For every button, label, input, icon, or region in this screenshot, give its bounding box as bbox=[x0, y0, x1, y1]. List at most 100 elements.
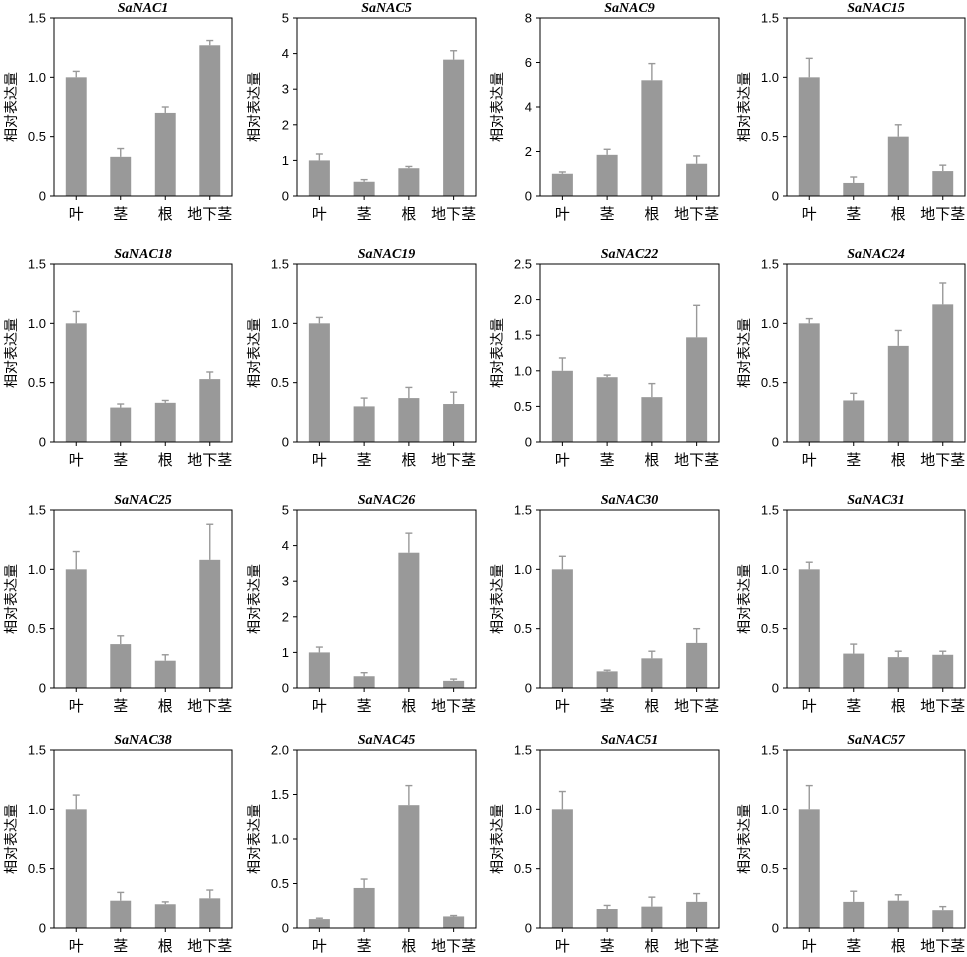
chart-12-ylabel: 相对表达量 bbox=[737, 564, 753, 634]
chart-12-bar-2 bbox=[843, 653, 865, 688]
chart-12-ytick-label-3: 1.0 bbox=[761, 562, 779, 577]
chart-2-ytick-label-5: 4 bbox=[282, 46, 289, 61]
chart-10: 叶 茎 根地下茎 0 1 2 3 4 5 SaNAC26 相对表达量 bbox=[247, 493, 477, 715]
chart-10-ytick-label-4: 3 bbox=[282, 574, 289, 589]
chart-7-xtick-label-1: 叶 bbox=[555, 451, 570, 469]
chart-4-xtick-label-4: 地下茎 bbox=[920, 205, 965, 223]
chart-13: 叶 茎 根地下茎 0 0.5 1.0 1.5 SaNAC38 相对表达量 bbox=[4, 733, 233, 955]
chart-1-bar-1 bbox=[65, 77, 87, 196]
chart-8-xtick-label-2: 茎 bbox=[846, 451, 861, 469]
chart-8-bar-2 bbox=[843, 400, 865, 442]
chart-2-title: SaNAC5 bbox=[361, 1, 412, 16]
chart-1-xtick-label-1: 叶 bbox=[69, 205, 84, 223]
chart-14-bar-1 bbox=[308, 919, 330, 928]
chart-2-bar-3 bbox=[398, 168, 420, 196]
chart-3-bar-1 bbox=[551, 173, 573, 196]
chart-10-ytick-label-6: 5 bbox=[282, 503, 289, 518]
chart-6: 叶 茎 根地下茎 0 0.5 1.0 1.5 SaNAC19 相对表达量 bbox=[247, 247, 477, 469]
chart-4-title: SaNAC15 bbox=[847, 1, 905, 16]
chart-3-xtick-label-4: 地下茎 bbox=[674, 205, 719, 223]
chart-2-bar-1 bbox=[308, 160, 330, 196]
chart-11-xtick-label-4: 地下茎 bbox=[674, 697, 719, 715]
chart-9-bar-2 bbox=[110, 644, 132, 688]
chart-10-xtick-label-1: 叶 bbox=[312, 697, 327, 715]
chart-7-ytick-label-4: 1.5 bbox=[514, 328, 532, 343]
chart-14-xtick-label-3: 根 bbox=[401, 937, 416, 955]
chart-10-frame bbox=[296, 509, 477, 689]
chart-7-ytick-label-3: 1.0 bbox=[514, 363, 532, 378]
chart-6-ytick-label-2: 0.5 bbox=[271, 375, 289, 390]
chart-12-ytick-label-1: 0 bbox=[772, 681, 779, 696]
chart-1-bar-3 bbox=[154, 112, 176, 196]
chart-15-bar-4 bbox=[686, 901, 708, 928]
chart-3-ytick-label-2: 2 bbox=[525, 144, 532, 159]
chart-13-bar-2 bbox=[110, 900, 132, 928]
chart-9-xtick-label-4: 地下茎 bbox=[187, 697, 232, 715]
chart-16-ytick-label-1: 0 bbox=[772, 921, 779, 936]
chart-7-ytick-label-5: 2.0 bbox=[514, 292, 532, 307]
chart-5-xtick-label-4: 地下茎 bbox=[187, 451, 232, 469]
chart-14-ylabel: 相对表达量 bbox=[247, 804, 263, 874]
chart-13-xtick-label-3: 根 bbox=[158, 937, 173, 955]
chart-4-ytick-label-3: 1.0 bbox=[761, 70, 779, 85]
chart-14-ytick-label-1: 0 bbox=[282, 921, 289, 936]
chart-16-bar-3 bbox=[887, 900, 909, 928]
chart-15-xtick-label-2: 茎 bbox=[600, 937, 615, 955]
chart-8-ytick-label-4: 1.5 bbox=[761, 257, 779, 272]
chart-13-ytick-label-4: 1.5 bbox=[28, 743, 46, 758]
chart-4: 叶 茎 根地下茎 0 0.5 1.0 1.5 SaNAC15 相对表达量 bbox=[737, 1, 966, 223]
chart-14-xtick-label-2: 茎 bbox=[357, 937, 372, 955]
chart-7-xtick-label-2: 茎 bbox=[600, 451, 615, 469]
chart-5-ytick-label-1: 0 bbox=[39, 435, 46, 450]
chart-9-bar-1 bbox=[65, 569, 87, 688]
chart-2-xtick-label-2: 茎 bbox=[357, 205, 372, 223]
chart-8-bar-1 bbox=[798, 323, 820, 442]
chart-16-xtick-label-3: 根 bbox=[891, 937, 906, 955]
chart-6-xtick-label-2: 茎 bbox=[357, 451, 372, 469]
chart-5-ytick-label-4: 1.5 bbox=[28, 257, 46, 272]
chart-11: 叶 茎 根地下茎 0 0.5 1.0 1.5 SaNAC30 相对表达量 bbox=[490, 493, 720, 715]
chart-14-bar-4 bbox=[443, 916, 465, 928]
chart-15-ytick-label-4: 1.5 bbox=[514, 743, 532, 758]
chart-2-bar-4 bbox=[443, 59, 465, 196]
chart-8-ytick-label-3: 1.0 bbox=[761, 316, 779, 331]
chart-2-ytick-label-4: 3 bbox=[282, 82, 289, 97]
chart-4-xtick-label-3: 根 bbox=[891, 205, 906, 223]
chart-5-xtick-label-3: 根 bbox=[158, 451, 173, 469]
chart-14-ytick-label-3: 1.0 bbox=[271, 832, 289, 847]
chart-12-ytick-label-4: 1.5 bbox=[761, 503, 779, 518]
chart-8-ylabel: 相对表达量 bbox=[737, 318, 753, 388]
chart-3-ytick-label-1: 0 bbox=[525, 189, 532, 204]
chart-2-ytick-label-3: 2 bbox=[282, 117, 289, 132]
chart-16-ytick-label-3: 1.0 bbox=[761, 802, 779, 817]
chart-4-xtick-label-1: 叶 bbox=[802, 205, 817, 223]
chart-8-title: SaNAC24 bbox=[847, 247, 905, 262]
chart-14-xtick-label-1: 叶 bbox=[312, 937, 327, 955]
chart-11-frame bbox=[539, 509, 720, 689]
chart-4-ytick-label-4: 1.5 bbox=[761, 11, 779, 26]
chart-5-bar-3 bbox=[154, 402, 176, 442]
chart-6-ytick-label-4: 1.5 bbox=[271, 257, 289, 272]
chart-1-xtick-label-4: 地下茎 bbox=[187, 205, 232, 223]
chart-6-ytick-label-1: 0 bbox=[282, 435, 289, 450]
chart-9-bar-3 bbox=[154, 660, 176, 688]
chart-11-bar-4 bbox=[686, 642, 708, 688]
chart-6-xtick-label-3: 根 bbox=[401, 451, 416, 469]
chart-2-ytick-label-6: 5 bbox=[282, 11, 289, 26]
chart-1-xtick-label-2: 茎 bbox=[113, 205, 128, 223]
chart-1-bar-2 bbox=[110, 156, 132, 196]
chart-12-bar-4 bbox=[932, 654, 954, 688]
chart-7-ytick-label-6: 2.5 bbox=[514, 257, 532, 272]
chart-4-ytick-label-2: 0.5 bbox=[761, 129, 779, 144]
chart-16-title: SaNAC57 bbox=[847, 733, 906, 748]
chart-3-ylabel: 相对表达量 bbox=[490, 72, 506, 142]
chart-16-bar-2 bbox=[843, 901, 865, 928]
chart-2-xtick-label-1: 叶 bbox=[312, 205, 327, 223]
chart-3-xtick-label-3: 根 bbox=[644, 205, 659, 223]
chart-16-xtick-label-2: 茎 bbox=[846, 937, 861, 955]
chart-13-ytick-label-2: 0.5 bbox=[28, 861, 46, 876]
chart-5-bar-1 bbox=[65, 323, 87, 442]
chart-13-frame bbox=[53, 749, 233, 929]
chart-8-bar-3 bbox=[887, 345, 909, 442]
